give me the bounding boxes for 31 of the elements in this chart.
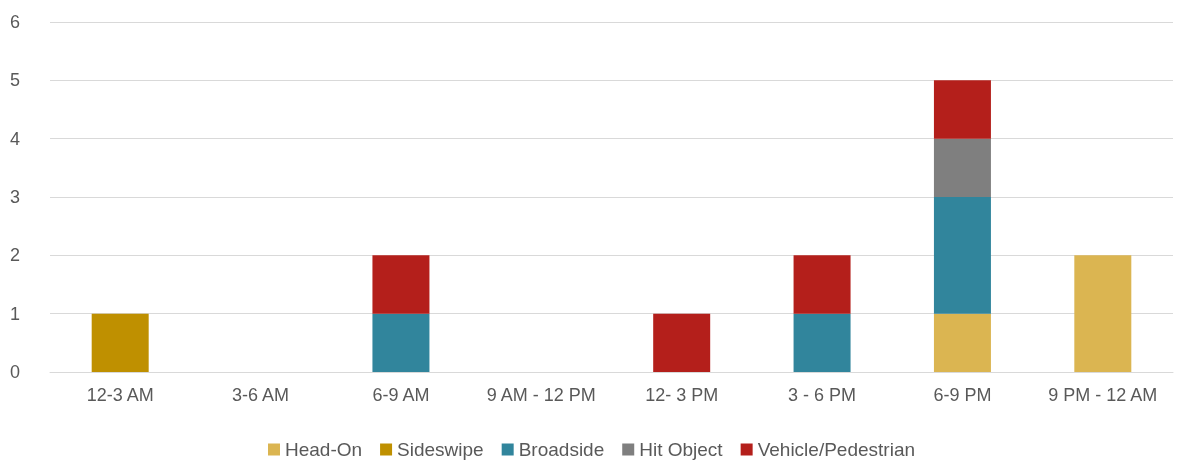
bar [653, 313, 711, 372]
x-tick-label: 6-9 PM [933, 385, 992, 405]
bar [91, 313, 149, 372]
x-tick-label: 9 AM - 12 PM [486, 385, 596, 405]
bar [933, 80, 991, 139]
bar [793, 255, 851, 314]
y-tick-label: 6 [9, 12, 20, 32]
y-tick-label: 5 [9, 70, 20, 91]
y-tick-label: 2 [9, 245, 20, 266]
bar [793, 313, 851, 372]
x-tick-label: 9 PM - 12 AM [1048, 385, 1158, 405]
legend-label: Sideswipe [397, 439, 484, 460]
bar [1074, 255, 1132, 372]
x-tick-label: 3 - 6 PM [788, 385, 857, 405]
y-tick-label: 1 [9, 303, 20, 324]
x-tick-label: 3-6 AM [232, 385, 290, 405]
bar [372, 313, 430, 372]
legend-label: Hit Object [639, 439, 724, 460]
x-tick-label: 12-3 AM [86, 385, 154, 405]
bar [933, 197, 991, 314]
y-tick-label: 3 [9, 187, 20, 207]
y-tick-label: 4 [9, 128, 20, 149]
bar [933, 138, 991, 197]
bar [372, 255, 430, 314]
bar [933, 313, 991, 372]
legend-label: Head-On [284, 439, 363, 460]
legend-label: Vehicle/Pedestrian [757, 439, 916, 460]
x-tick-label: 12- 3 PM [645, 385, 719, 405]
legend-label: Broadside [518, 439, 605, 460]
y-tick-label: 0 [9, 362, 20, 382]
x-tick-label: 6-9 AM [372, 385, 430, 405]
